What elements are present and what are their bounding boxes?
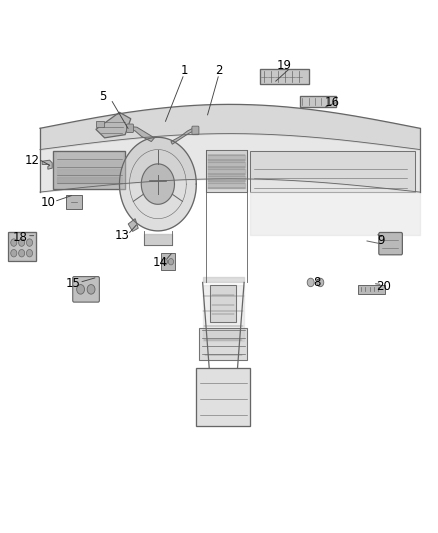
Text: 14: 14 xyxy=(152,256,168,269)
Text: 10: 10 xyxy=(40,196,55,209)
Circle shape xyxy=(168,259,173,265)
Polygon shape xyxy=(128,219,138,231)
Circle shape xyxy=(77,285,85,294)
Circle shape xyxy=(11,239,17,246)
FancyBboxPatch shape xyxy=(358,285,385,294)
Circle shape xyxy=(11,249,17,257)
Polygon shape xyxy=(42,160,52,169)
Text: 13: 13 xyxy=(114,229,129,242)
Text: 5: 5 xyxy=(99,90,107,103)
Text: 19: 19 xyxy=(277,59,292,72)
Circle shape xyxy=(18,239,25,246)
Text: 20: 20 xyxy=(377,280,392,293)
Polygon shape xyxy=(120,138,196,231)
Circle shape xyxy=(26,239,32,246)
Text: 2: 2 xyxy=(215,64,223,77)
Circle shape xyxy=(26,249,32,257)
Polygon shape xyxy=(96,112,131,138)
Text: 9: 9 xyxy=(377,235,384,247)
Circle shape xyxy=(317,278,324,287)
FancyBboxPatch shape xyxy=(96,121,104,127)
Text: 12: 12 xyxy=(25,154,39,167)
Polygon shape xyxy=(141,164,174,204)
FancyBboxPatch shape xyxy=(161,253,175,270)
FancyBboxPatch shape xyxy=(192,126,199,135)
Polygon shape xyxy=(171,128,194,144)
Text: 1: 1 xyxy=(180,64,188,77)
Circle shape xyxy=(87,285,95,294)
Text: 8: 8 xyxy=(314,276,321,289)
FancyBboxPatch shape xyxy=(73,277,99,302)
Circle shape xyxy=(162,259,167,265)
Text: 16: 16 xyxy=(325,96,340,109)
FancyBboxPatch shape xyxy=(379,232,403,255)
Circle shape xyxy=(307,278,314,287)
Text: 18: 18 xyxy=(13,231,28,244)
FancyBboxPatch shape xyxy=(66,195,82,209)
Circle shape xyxy=(18,249,25,257)
Text: 15: 15 xyxy=(65,277,80,290)
Polygon shape xyxy=(131,127,154,142)
FancyBboxPatch shape xyxy=(127,124,134,133)
